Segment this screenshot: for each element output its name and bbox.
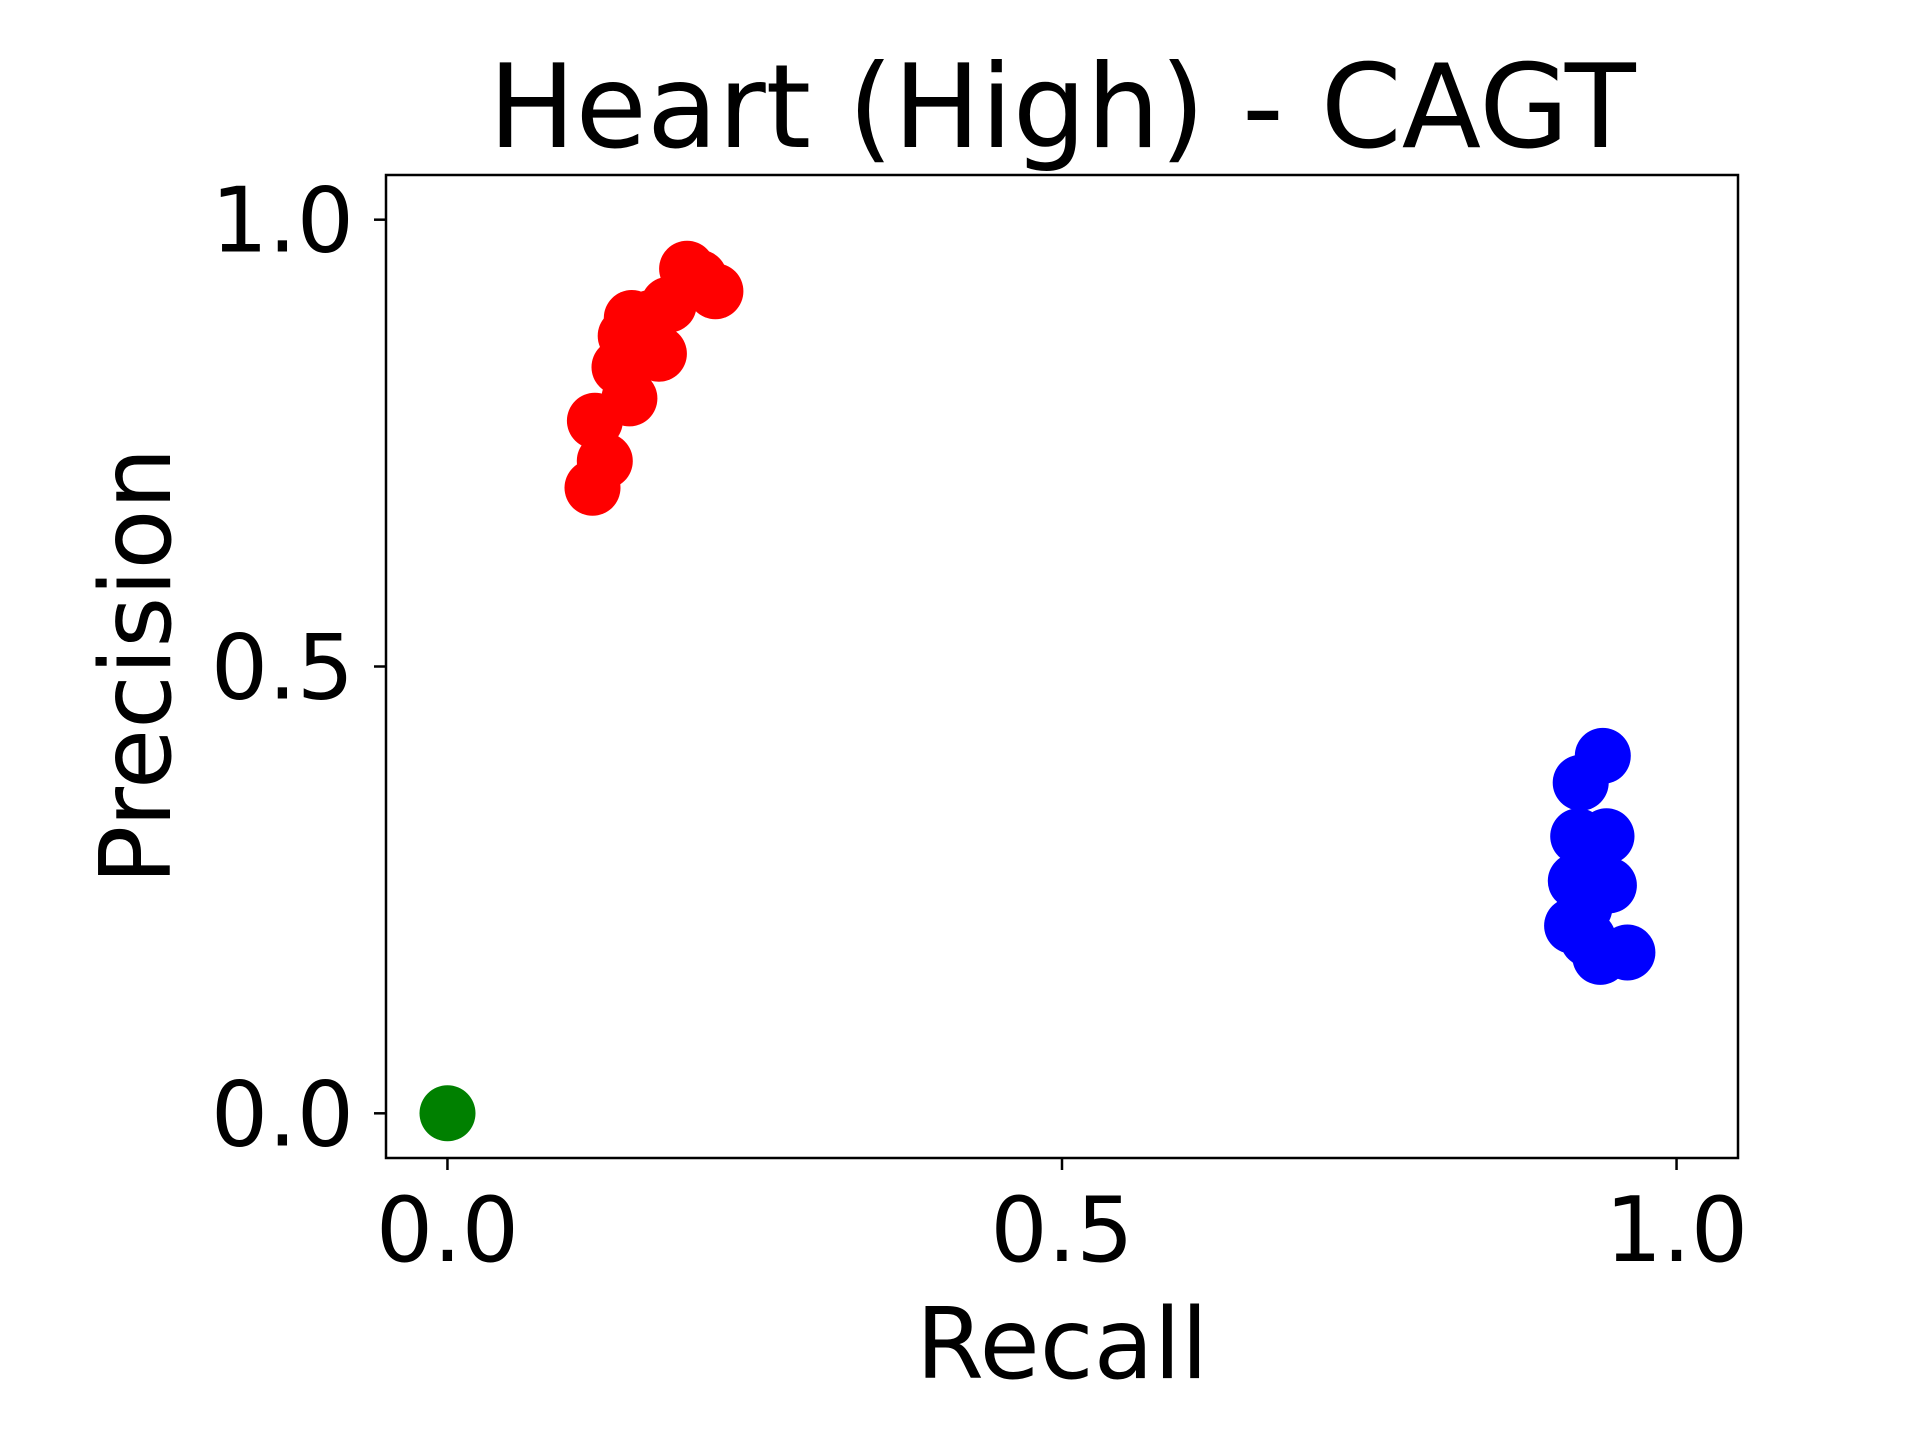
y-tick-label-1: 0.5 bbox=[211, 616, 354, 721]
plot-frame bbox=[384, 173, 1740, 1160]
data-point-s1-1 bbox=[1552, 754, 1609, 811]
x-tick-label-0: 0.0 bbox=[376, 1178, 519, 1283]
y-tick-label-2: 1.0 bbox=[211, 169, 354, 274]
axis-ticks: 0.0 0.5 1.0 0.0 0.5 1.0 bbox=[211, 169, 1748, 1283]
data-point-s1-12 bbox=[1599, 924, 1656, 981]
x-tick-label-2: 1.0 bbox=[1605, 1178, 1748, 1283]
x-axis-label: Recall bbox=[916, 1288, 1208, 1402]
chart-title: Heart (High) - CAGT bbox=[488, 40, 1637, 175]
data-point-s2-0 bbox=[419, 1085, 476, 1142]
y-tick-label-0: 0.0 bbox=[211, 1062, 354, 1167]
data-point-s0-9 bbox=[630, 325, 687, 382]
data-point-s0-13 bbox=[687, 263, 744, 320]
y-axis-label: Precision bbox=[80, 447, 194, 884]
x-tick-label-1: 0.5 bbox=[990, 1178, 1133, 1283]
data-point-s0-2 bbox=[564, 459, 621, 516]
data-points bbox=[419, 240, 1656, 1142]
